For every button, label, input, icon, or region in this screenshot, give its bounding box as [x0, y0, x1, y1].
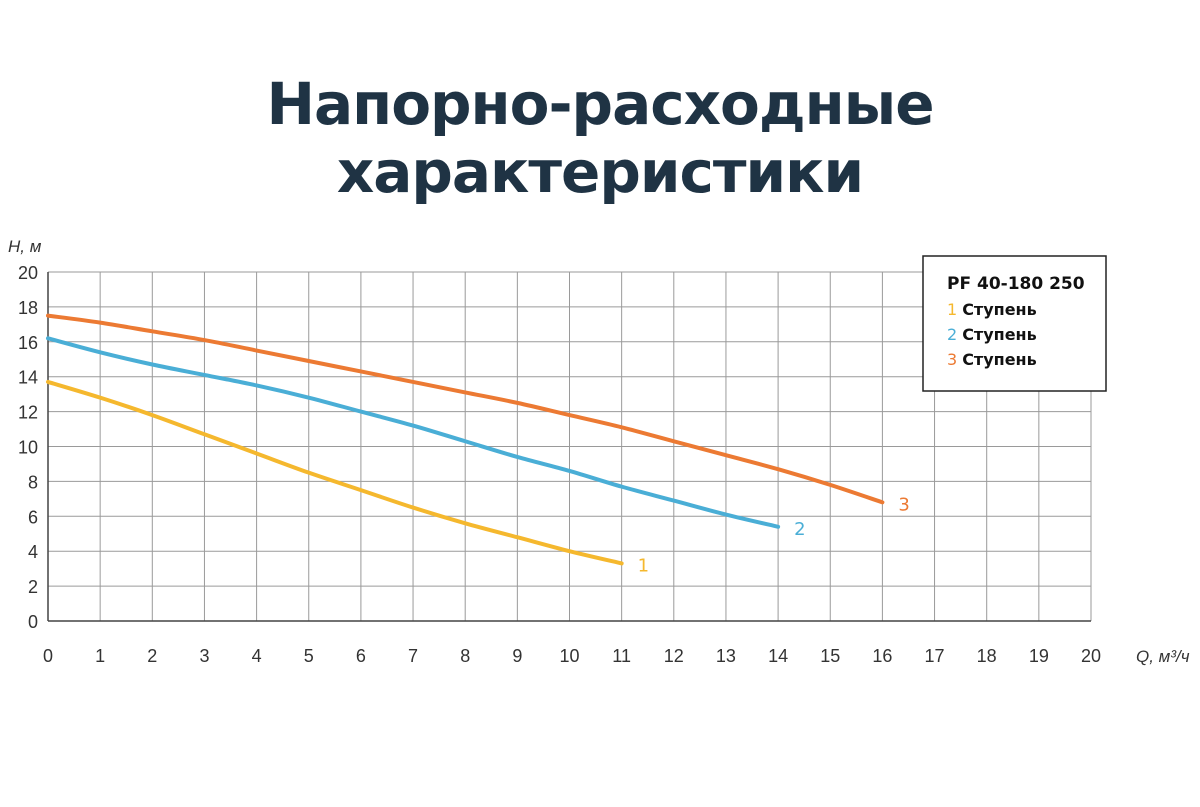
chart-ticks: 0 1 2 3 4 5 6 7 8 9 10 11 12 13 14 15 16 17 18 19 2002468101… — [18, 263, 1101, 666]
x-tick-label: 13 — [716, 646, 736, 666]
series-2-line — [46, 336, 781, 529]
chart-legend: PF 40-180 250 1 Ступень 2 Ступень 3 Ступень — [922, 255, 1107, 392]
y-tick-label: 0 — [28, 612, 38, 632]
series-2-end-label: 2 — [794, 519, 805, 540]
y-axis-title: H, м — [8, 237, 42, 256]
y-tick-label: 8 — [28, 472, 38, 492]
series-1-end-label: 1 — [638, 555, 649, 576]
legend-item-number: 2 — [947, 325, 957, 344]
y-tick-label: 6 — [28, 507, 38, 527]
y-tick-label: 14 — [18, 368, 38, 388]
x-tick-label: 1 — [95, 646, 105, 666]
x-tick-label: 17 — [925, 646, 945, 666]
series-3-end-label: 3 — [898, 494, 909, 515]
x-tick-label: 16 — [872, 646, 892, 666]
chart-grid — [47, 271, 1092, 622]
legend-item-label: Ступень — [962, 350, 1037, 369]
x-tick-label: 11 — [612, 646, 631, 666]
y-tick-label: 2 — [28, 577, 38, 597]
legend-item-label: Ступень — [962, 325, 1037, 344]
x-tick-label: 18 — [977, 646, 997, 666]
x-tick-label: 4 — [252, 646, 262, 666]
series-1-line — [46, 379, 624, 566]
x-tick-label: 12 — [664, 646, 684, 666]
x-tick-label: 6 — [356, 646, 366, 666]
series-3-line — [46, 313, 885, 505]
x-tick-label: 14 — [768, 646, 788, 666]
legend-item: 2 Ступень — [947, 325, 1037, 344]
y-tick-label: 20 — [18, 263, 38, 283]
x-tick-label: 10 — [559, 646, 579, 666]
x-tick-label: 8 — [460, 646, 470, 666]
x-tick-label: 15 — [820, 646, 840, 666]
y-tick-label: 12 — [18, 403, 38, 423]
chart-curves: 1 2 3 — [46, 313, 910, 576]
x-tick-label: 0 — [43, 646, 53, 666]
y-tick-label: 16 — [18, 333, 38, 353]
x-tick-label: 3 — [199, 646, 209, 666]
x-axis-title: Q, м³/ч — [1136, 647, 1190, 666]
y-tick-label: 4 — [28, 542, 38, 562]
legend-item-number: 3 — [947, 350, 957, 369]
y-tick-label: 18 — [18, 298, 38, 318]
y-tick-label: 10 — [18, 438, 38, 458]
legend-item-label: Ступень — [962, 300, 1037, 319]
legend-item: 3 Ступень — [947, 350, 1037, 369]
legend-box — [922, 255, 1107, 392]
legend-title: PF 40-180 250 — [947, 274, 1085, 294]
legend-items: 1 Ступень 2 Ступень 3 Ступень — [947, 300, 1037, 369]
x-tick-label: 20 — [1081, 646, 1101, 666]
x-tick-label: 9 — [512, 646, 522, 666]
x-tick-label: 2 — [147, 646, 157, 666]
x-tick-label: 7 — [408, 646, 418, 666]
x-tick-label: 5 — [304, 646, 314, 666]
page-title: Напорно-расходные характеристики — [266, 70, 934, 206]
legend-item: 1 Ступень — [947, 300, 1037, 319]
x-tick-label: 19 — [1029, 646, 1049, 666]
legend-item-number: 1 — [947, 300, 957, 319]
